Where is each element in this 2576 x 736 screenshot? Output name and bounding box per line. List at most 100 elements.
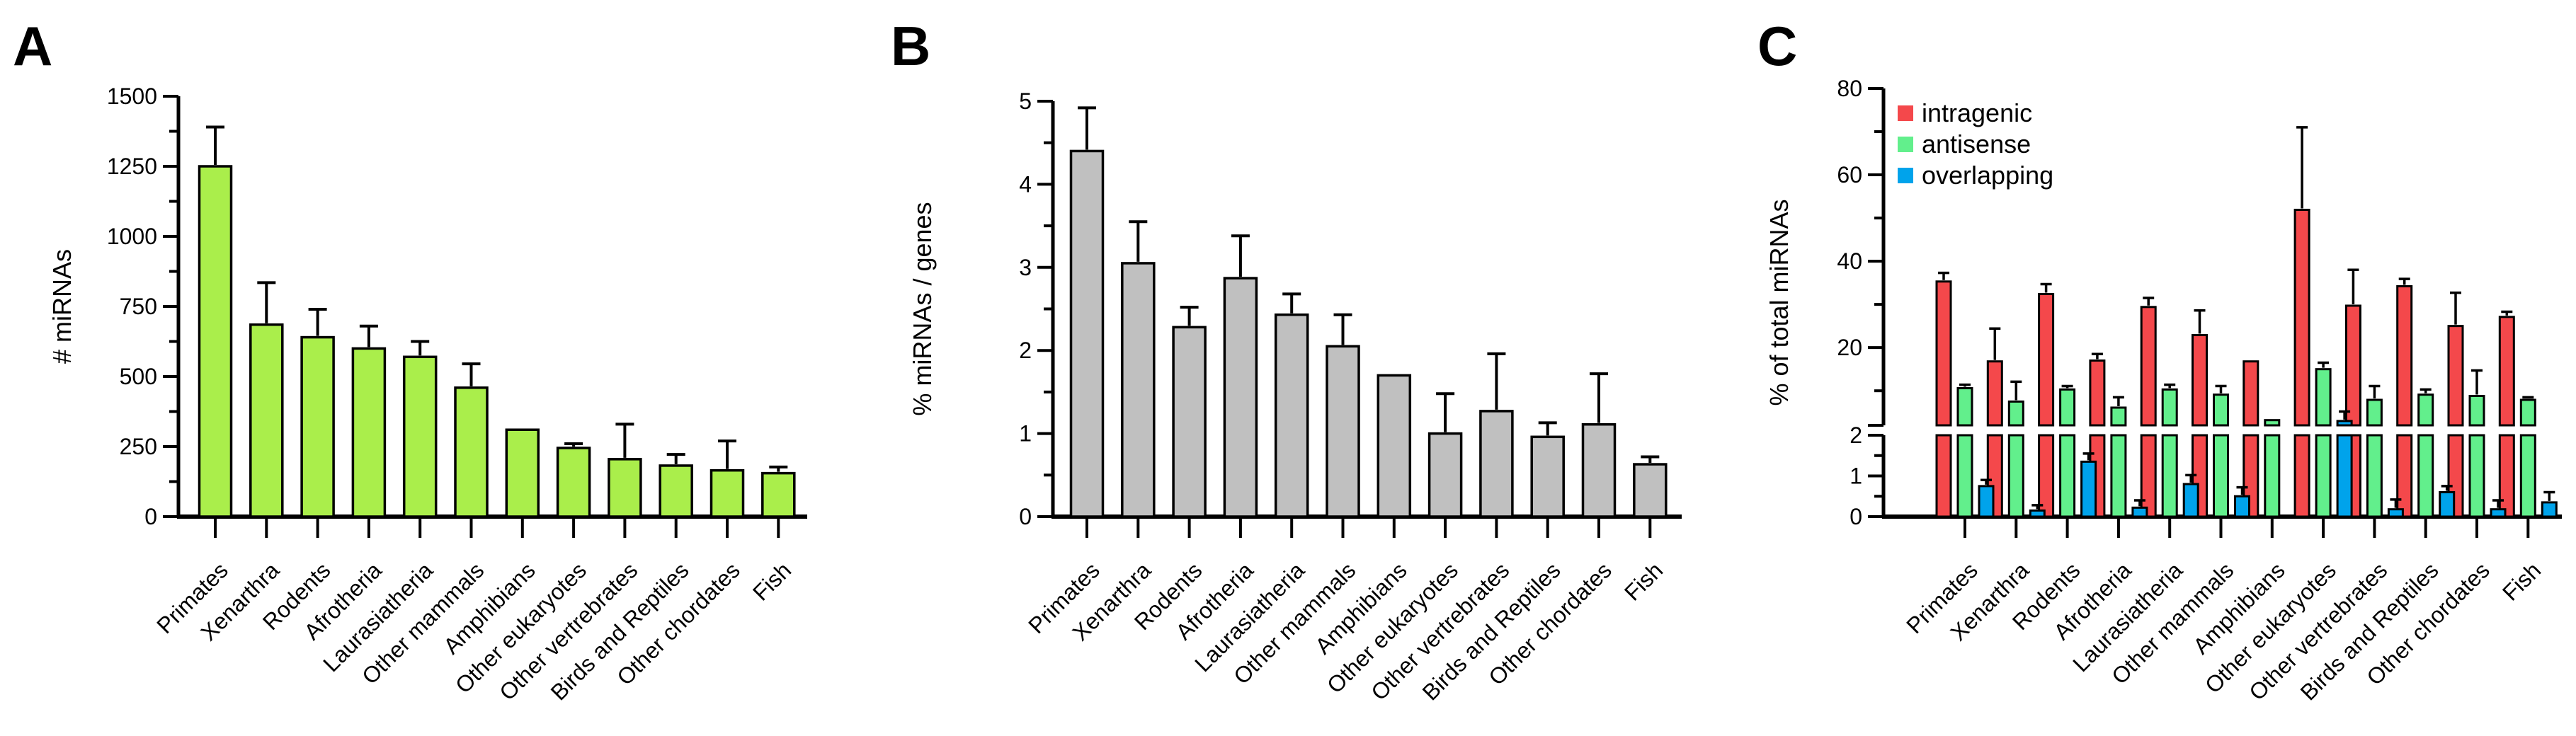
bar-antisense-upper-segment: [2264, 419, 2281, 427]
bar-antisense-upper-segment: [2468, 395, 2485, 427]
y-axis-title: % miRNAs / genes: [908, 202, 937, 415]
y-tick-label: 4: [1019, 171, 1032, 197]
bar-intragenic-upper-segment: [1986, 360, 2003, 427]
bar: [709, 468, 745, 518]
bar-antisense-upper-segment: [2519, 398, 2536, 427]
y-tick-label: 250: [120, 434, 157, 459]
panel-letter-B: B: [891, 15, 930, 77]
category-label: Fish: [1619, 557, 1668, 605]
legend-swatch-intragenic: [1898, 105, 1913, 121]
bar-intragenic-upper-segment: [2038, 292, 2055, 427]
bar-overlapping: [2182, 483, 2199, 518]
bar-intragenic-lower-segment: [1935, 434, 1952, 518]
panel-letter-A: A: [13, 15, 52, 77]
bar: [249, 323, 284, 518]
y-axis-title: # miRNAs: [47, 249, 76, 364]
bar: [1326, 345, 1360, 518]
legend-label-antisense: antisense: [1922, 130, 2031, 159]
bar-overlapping: [2080, 460, 2097, 518]
bar-antisense-upper-segment: [2161, 388, 2178, 427]
y-tick-label: 20: [1837, 335, 1862, 360]
bar-antisense-upper-segment: [2059, 388, 2076, 427]
bar-overlapping-lower-segment: [2336, 434, 2353, 518]
bar: [402, 355, 438, 518]
y-tick-label: 2: [1019, 338, 1032, 363]
panel-A: A0250500750100012501500PrimatesXenarthra…: [13, 15, 807, 706]
bar-antisense-upper-segment: [2366, 398, 2383, 427]
bar-antisense-upper-segment: [2315, 368, 2332, 427]
y-tick-label: 0: [1019, 504, 1032, 529]
bar-overlapping-upper-segment: [2336, 420, 2353, 427]
y-tick-label: 80: [1837, 76, 1862, 101]
bar: [659, 464, 693, 518]
bar: [1479, 410, 1514, 518]
bar-overlapping: [2541, 501, 2558, 518]
y-tick-label: 0: [1850, 504, 1862, 529]
bar-intragenic-lower-segment: [2038, 434, 2055, 518]
panel-B: B012345PrimatesXenarthraRodentsAfrotheri…: [891, 15, 1682, 706]
y-tick-label: 5: [1019, 88, 1032, 114]
y-tick-label: 60: [1837, 162, 1862, 188]
y-tick-label: 500: [120, 364, 157, 389]
bar-intragenic-lower-segment: [2140, 434, 2157, 518]
y-tick-label: 0: [144, 504, 157, 529]
bar-antisense-upper-segment: [2417, 393, 2434, 427]
bar-overlapping: [2234, 495, 2250, 518]
bar: [505, 428, 540, 518]
bar: [1274, 313, 1309, 518]
bar: [556, 447, 591, 518]
legend-label-intragenic: intragenic: [1922, 98, 2032, 127]
y-tick-label: 40: [1837, 248, 1862, 274]
bar-antisense-lower-segment: [2007, 434, 2024, 518]
bar: [1172, 326, 1207, 518]
bar-overlapping: [2131, 506, 2148, 518]
bar-intragenic-upper-segment: [2192, 333, 2208, 427]
bar: [351, 347, 387, 518]
bar-antisense-upper-segment: [1956, 387, 1973, 427]
bar: [1530, 435, 1565, 518]
bar-intragenic-upper-segment: [2293, 208, 2310, 427]
bar-intragenic-upper-segment: [2140, 306, 2157, 427]
y-tick-label: 1: [1850, 464, 1862, 489]
bar-antisense-lower-segment: [2059, 434, 2076, 518]
legend-swatch-antisense: [1898, 137, 1913, 152]
bar-antisense-lower-segment: [2110, 434, 2127, 518]
bar: [198, 165, 233, 518]
category-label: Fish: [2497, 557, 2546, 605]
category-label: Fish: [748, 557, 796, 605]
bar-antisense-lower-segment: [2519, 434, 2536, 518]
bar: [608, 458, 642, 518]
bar-overlapping: [2029, 509, 2046, 518]
bar: [761, 471, 796, 518]
bar: [1223, 277, 1258, 518]
bar: [300, 335, 335, 518]
y-tick-label: 1000: [107, 224, 157, 249]
bar-antisense-lower-segment: [2161, 434, 2178, 518]
bar: [1581, 422, 1617, 518]
bar: [1121, 262, 1156, 518]
legend-label-overlapping: overlapping: [1922, 161, 2053, 190]
bar-antisense-lower-segment: [2315, 434, 2332, 518]
panel-C: C 20 40 60 80 0 1 2 intragenic antisenseoverlappi…: [1757, 15, 2562, 706]
bar-overlapping: [2490, 508, 2507, 518]
legend-swatch-overlapping: [1898, 168, 1913, 183]
bar-intragenic-upper-segment: [2344, 304, 2361, 427]
bar-antisense-upper-segment: [2007, 400, 2024, 427]
y-tick-label: 2: [1850, 422, 1862, 448]
bar-antisense-lower-segment: [2213, 434, 2229, 518]
bar-antisense-lower-segment: [2417, 434, 2434, 518]
bar-antisense-upper-segment: [2110, 406, 2127, 427]
bar: [1069, 149, 1105, 518]
bar: [1633, 463, 1668, 518]
bar-overlapping: [1978, 485, 1995, 518]
y-tick-label: 3: [1019, 255, 1032, 280]
bar-intragenic-lower-segment: [2396, 434, 2413, 518]
bar-antisense-upper-segment: [2213, 393, 2229, 427]
bar-intragenic-upper-segment: [2447, 325, 2464, 427]
bar-intragenic-upper-segment: [2242, 360, 2259, 427]
bar-intragenic-upper-segment: [1935, 280, 1952, 427]
bar: [1427, 432, 1463, 518]
bar-intragenic-upper-segment: [2498, 316, 2515, 427]
